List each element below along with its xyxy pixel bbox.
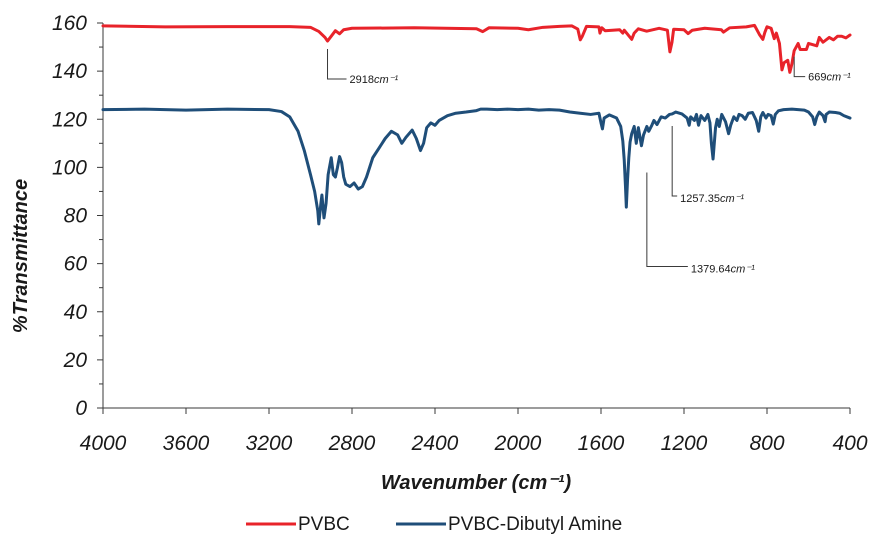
y-tick-label: 120 [52,108,87,131]
series-layer [101,23,852,226]
annotation-label: 669cm⁻¹ [808,72,851,84]
annotation-leader [671,125,678,197]
annotation-label: 2918cm⁻¹ [350,74,399,86]
annotation-leader [646,172,688,267]
y-tick-label: 60 [64,253,88,276]
annotation-leader [327,49,347,80]
x-tick-label: 3600 [163,432,210,455]
annotation-unit: cm⁻¹ [827,72,851,84]
series-line-pvbc [101,23,852,74]
annotation-leader [793,56,806,78]
y-tick-label: 40 [64,301,88,324]
x-axis-title: Wavenumber (cm⁻¹) [381,472,572,494]
x-tick-label: 2400 [411,432,459,455]
annotation-label: 1379.64cm⁻¹ [691,263,755,275]
x-tick-label: 800 [749,432,784,455]
annotation-unit: cm⁻¹ [731,263,755,275]
x-tick-label: 400 [832,432,867,455]
annotation-label: 1257.35cm⁻¹ [680,193,744,205]
series-line-pvbc-dibutyl-amine [101,107,852,226]
x-tick-label: 2800 [328,432,376,455]
annotation-value: 1257.35 [680,193,720,205]
annotation-unit: cm⁻¹ [720,193,744,205]
x-tick-label: 1600 [578,432,625,455]
tick-labels: 0 20 40 60 80 100 120 140 160 4000 3600 3200 2800 240… [52,12,868,455]
x-tick-label: 4000 [80,432,127,455]
annotation-unit: cm⁻¹ [374,74,398,86]
y-tick-label: 80 [64,205,88,228]
y-tick-label: 0 [75,397,87,420]
legend-label: PVBC [298,514,350,535]
y-tick-label: 100 [52,156,87,179]
y-tick-label: 20 [63,349,88,372]
legend-label: PVBC-Dibutyl Amine [448,514,622,535]
annotation-value: 1379.64 [691,263,731,275]
x-tick-label: 3200 [246,432,293,455]
legend: PVBC PVBC-Dibutyl Amine [246,514,622,535]
annotation-value: 2918 [350,74,374,86]
axes [97,22,851,414]
x-tick-label: 1200 [661,432,708,455]
y-tick-label: 140 [52,60,87,83]
x-tick-label: 2000 [494,432,542,455]
annotation-value: 669 [808,72,826,84]
y-tick-label: 160 [52,12,87,35]
y-axis-title: %Transmittance [10,179,32,333]
